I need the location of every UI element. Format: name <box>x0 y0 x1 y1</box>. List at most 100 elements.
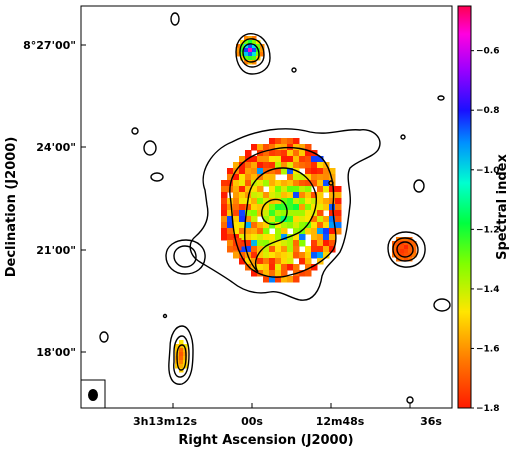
map-pixel <box>299 252 306 259</box>
map-pixel <box>275 276 282 283</box>
map-pixel <box>317 252 324 259</box>
map-pixel <box>335 216 342 223</box>
map-pixel <box>281 192 288 199</box>
map-pixel <box>317 168 324 175</box>
map-pixel <box>287 246 294 253</box>
contour-central-core <box>260 198 288 226</box>
map-pixel <box>311 252 318 259</box>
map-pixel <box>305 252 312 259</box>
map-pixel <box>281 162 288 169</box>
map-pixel <box>275 252 282 259</box>
map-pixel <box>233 204 240 211</box>
map-pixel <box>263 252 270 259</box>
map-pixel <box>257 144 264 151</box>
colorbar-title: Spectral index <box>495 153 510 259</box>
map-pixel <box>269 276 276 283</box>
map-pixel <box>329 168 336 175</box>
map-pixel <box>311 156 318 163</box>
map-pixel <box>275 156 282 163</box>
map-pixel <box>323 246 330 253</box>
map-pixel <box>245 180 252 187</box>
map-pixel <box>251 204 258 211</box>
map-pixel <box>293 246 300 253</box>
map-pixel <box>329 234 336 241</box>
map-pixel <box>281 252 288 259</box>
map-pixel <box>392 245 397 250</box>
contour-top-mid <box>239 38 265 68</box>
map-pixel <box>317 240 324 247</box>
map-pixel <box>245 234 252 241</box>
map-pixel <box>240 52 245 57</box>
map-pixel <box>299 162 306 169</box>
map-pixel <box>257 222 264 229</box>
map-pixel <box>227 222 234 229</box>
map-pixel <box>275 204 282 211</box>
map-pixel <box>245 216 252 223</box>
map-pixel <box>305 204 312 211</box>
map-pixel <box>233 216 240 223</box>
map-pixel <box>252 56 257 61</box>
map-pixel <box>233 186 240 193</box>
map-pixel <box>287 240 294 247</box>
map-pixel <box>281 228 288 235</box>
map-pixel <box>293 192 300 199</box>
contour-central-outer <box>189 128 381 301</box>
map-pixel <box>248 48 253 53</box>
map-pixel <box>263 150 270 157</box>
map-pixel <box>305 228 312 235</box>
map-pixel <box>240 44 245 49</box>
map-pixel <box>251 222 258 229</box>
map-pixel <box>252 44 257 49</box>
map-pixel <box>317 204 324 211</box>
map-pixel <box>311 264 318 271</box>
contour-central-mid <box>229 146 337 278</box>
map-pixel <box>179 356 184 361</box>
map-pixel <box>251 174 258 181</box>
map-pixel <box>263 240 270 247</box>
map-pixel <box>221 234 228 241</box>
map-pixel <box>293 174 300 181</box>
map-pixel <box>257 192 264 199</box>
map-pixel <box>317 174 324 181</box>
map-pixel <box>311 162 318 169</box>
map-pixel <box>400 245 405 250</box>
map-pixel <box>311 198 318 205</box>
map-pixel <box>256 40 261 45</box>
map-pixel <box>293 276 300 283</box>
map-pixel <box>412 241 417 246</box>
map-pixel <box>263 234 270 241</box>
map-pixel <box>263 228 270 235</box>
map-pixel <box>329 246 336 253</box>
map-pixel <box>239 258 246 265</box>
map-pixel <box>400 241 405 246</box>
map-pixel <box>287 180 294 187</box>
map-pixel <box>275 264 282 271</box>
y-tick-label: 18'00" <box>36 346 76 359</box>
map-pixel <box>227 246 234 253</box>
map-pixel <box>244 56 249 61</box>
map-pixel <box>317 156 324 163</box>
map-pixel <box>275 180 282 187</box>
map-pixel <box>260 48 265 53</box>
map-pixel <box>293 216 300 223</box>
colorbar-tick-label: −0.6 <box>476 47 499 57</box>
map-pixel <box>227 204 234 211</box>
map-pixel <box>311 234 318 241</box>
map-pixel <box>404 237 409 242</box>
map-pixel <box>305 162 312 169</box>
map-pixel <box>281 180 288 187</box>
map-pixel <box>400 237 405 242</box>
map-pixel <box>281 276 288 283</box>
map-pixel <box>244 52 249 57</box>
map-pixel <box>260 52 265 57</box>
map-pixel <box>227 210 234 217</box>
colorbar-tick-label: −1.4 <box>476 285 499 295</box>
map-pixel <box>404 257 409 262</box>
map-pixel <box>233 252 240 259</box>
map-pixel <box>396 245 401 250</box>
colorbar-tick-label: −1.6 <box>476 344 499 354</box>
map-pixel <box>275 138 282 145</box>
map-pixel <box>183 356 188 361</box>
map-pixel <box>237 238 242 243</box>
contour-blob <box>413 179 425 193</box>
